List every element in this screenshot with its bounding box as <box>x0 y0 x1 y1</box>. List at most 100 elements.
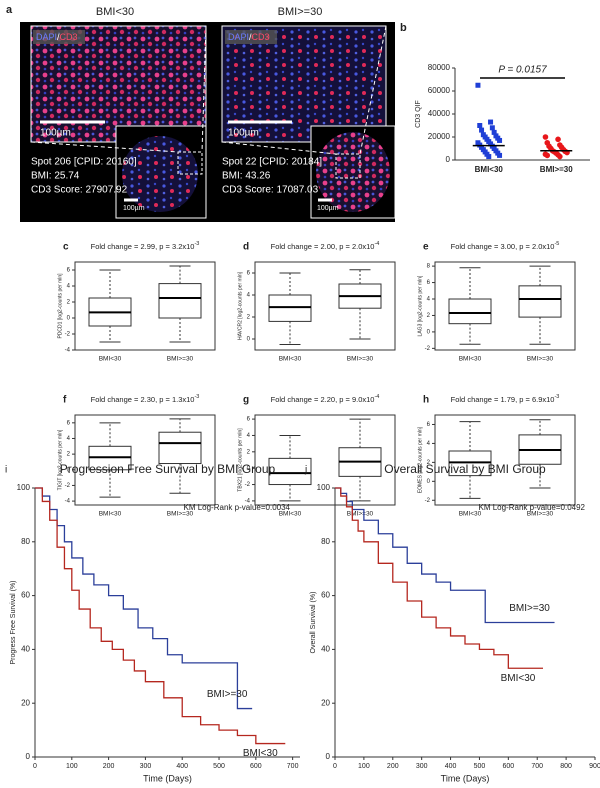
data-point <box>497 152 503 158</box>
title-text: Fold change = 2.20, p = 9.0x10 <box>271 395 375 404</box>
y-tick-label: 4 <box>427 297 431 303</box>
stain: CD3 <box>60 32 78 42</box>
cd3-score: CD3 Score: 17087.03 <box>222 185 319 196</box>
plot-frame <box>434 261 576 351</box>
panel-label: j <box>304 465 307 476</box>
y-axis-title: Progress Free Survival (%) <box>10 580 17 664</box>
curve-label: BMI>=30 <box>509 603 550 614</box>
y-tick-label: 0 <box>427 479 431 485</box>
panel-label: a <box>6 4 13 16</box>
y-tick-label: 80 <box>21 537 30 546</box>
bmi: BMI: 25.74 <box>31 171 80 182</box>
data-point <box>477 123 483 128</box>
x-tick-label: 0 <box>333 763 337 770</box>
y-tick-label: 6 <box>67 268 71 274</box>
panel-label: f <box>63 395 67 406</box>
y-tick-label: 0 <box>67 316 71 322</box>
plot-frame <box>254 414 396 506</box>
y-tick-label: 4 <box>427 441 431 447</box>
x-tick-label: 400 <box>176 763 188 770</box>
y-axis-title: LAG3 [log2-counts per mln] <box>417 275 423 336</box>
x-tick-label: 900 <box>589 763 600 770</box>
y-tick-label: 6 <box>427 422 431 428</box>
survival-curve <box>335 487 555 624</box>
survival-curve <box>35 487 253 710</box>
y-axis-title: TBX21 [log2-counts per mln] <box>237 428 243 492</box>
title-exponent: -3 <box>194 241 199 247</box>
x-tick-label: BMI<30 <box>459 511 482 518</box>
tissue-core <box>122 136 198 212</box>
y-tick-label: 2 <box>427 313 431 319</box>
y-tick-label: -2 <box>425 346 431 352</box>
x-tick-label: 800 <box>560 763 572 770</box>
box <box>268 294 312 322</box>
box <box>158 283 202 319</box>
panel-title: Progression Free Survival by BMI Group <box>60 462 276 476</box>
data-point <box>555 136 561 143</box>
y-axis-title: CD3 QIF <box>415 100 422 128</box>
y-tick-label: 2 <box>427 460 431 466</box>
panel-label: h <box>423 395 429 406</box>
cd3-score: CD3 Score: 27907.92 <box>31 185 128 196</box>
title-text: Fold change = 3.00, p = 2.0x10 <box>451 242 555 251</box>
data-point <box>486 154 492 160</box>
panel-label: c <box>63 242 69 253</box>
x-tick-label: 400 <box>445 763 457 770</box>
group-title: BMI>=30 <box>278 6 323 18</box>
y-axis-title: TIGIT [log2-counts per mln] <box>57 429 63 490</box>
data-point <box>479 127 485 133</box>
x-tick-label: BMI<30 <box>99 356 122 363</box>
x-tick-label: 500 <box>474 763 486 770</box>
stain-bg <box>33 30 85 44</box>
x-tick-label: BMI<30 <box>279 356 302 363</box>
bmi: BMI: 43.26 <box>222 171 271 182</box>
y-tick-label: 4 <box>67 284 71 290</box>
y-axis-title: Overall Survival (%) <box>310 592 317 654</box>
data-point <box>491 129 497 135</box>
y-tick-label: 40 <box>21 645 30 654</box>
y-tick-label: 2 <box>67 300 71 306</box>
curve-label: BMI<30 <box>243 748 278 759</box>
y-tick-label: 0 <box>326 752 331 761</box>
stain: CD3 <box>252 32 270 42</box>
x-tick-label: 600 <box>250 763 262 770</box>
zoom-line <box>221 141 337 155</box>
x-tick-label: BMI>=30 <box>540 165 573 174</box>
x-tick-label: 100 <box>358 763 370 770</box>
y-tick-label: 20 <box>21 698 30 707</box>
y-tick-label: 4 <box>247 293 251 299</box>
y-tick-label: 80 <box>321 537 330 546</box>
y-tick-label: 20 <box>321 698 330 707</box>
x-tick-label: 100 <box>66 763 78 770</box>
zoom-line <box>201 25 207 153</box>
x-tick-label: 700 <box>287 763 299 770</box>
y-tick-label: 100 <box>317 483 331 492</box>
y-axis-title: HAVCR2 [log2-counts per mln] <box>237 271 243 340</box>
y-tick-label: -4 <box>65 499 71 505</box>
data-point <box>544 152 551 159</box>
x-tick-label: BMI<30 <box>99 511 122 518</box>
zoom-box <box>177 151 203 175</box>
annotation: KM Log-Rank p-value=0.0034 <box>183 503 290 512</box>
data-point <box>475 82 481 88</box>
x-axis-title: Time (Days) <box>143 773 192 783</box>
box <box>518 285 562 318</box>
title-exponent: -4 <box>374 394 379 400</box>
title-exponent: -4 <box>374 241 379 247</box>
y-tick-label: 40000 <box>428 109 451 118</box>
y-tick-label: 6 <box>427 280 431 286</box>
x-tick-label: BMI>=30 <box>167 511 194 518</box>
x-tick-label: 200 <box>103 763 115 770</box>
zoom-box <box>335 153 361 179</box>
panel-title: Fold change = 2.99, p = 3.2x10-3 <box>91 241 200 251</box>
y-tick-label: 60 <box>21 591 30 600</box>
panel-a: a BMI<30 BMI>=30 DAPI/CD3 DAPI/CD3 100µm… <box>6 4 396 222</box>
stain-legend: DAPI/CD3 <box>36 32 78 42</box>
y-tick-label: 0 <box>67 467 71 473</box>
x-tick-label: BMI>=30 <box>347 511 374 518</box>
data-point <box>489 125 495 131</box>
annotation: KM Log-Rank p-value=0.0492 <box>478 503 585 512</box>
survival-curve <box>35 487 286 745</box>
y-tick-label: 0 <box>427 329 431 335</box>
curve-label: BMI>=30 <box>207 689 248 700</box>
